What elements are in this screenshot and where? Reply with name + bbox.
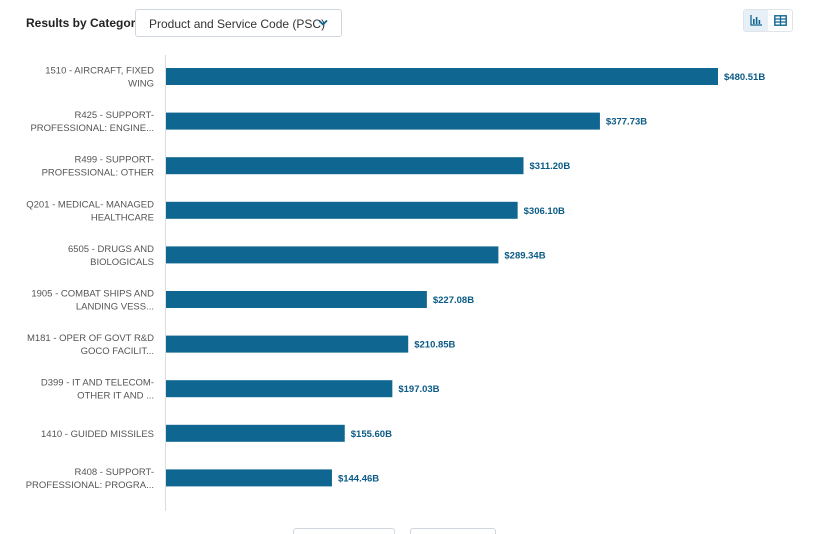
bar-row[interactable]: M181 - OPER OF GOVT R&D GOCO FACILIT... $2… bbox=[27, 333, 456, 357]
table-view-button[interactable] bbox=[768, 10, 792, 31]
category-label: R408 - SUPPORT-PROFESSIONAL: PROGRA... bbox=[26, 467, 154, 491]
bar[interactable] bbox=[166, 201, 518, 219]
bar-chart-icon bbox=[749, 15, 762, 26]
bar-row[interactable]: Q201 - MEDICAL- MANAGED HEALTHCARE $306.10… bbox=[26, 199, 565, 223]
table-icon bbox=[773, 15, 787, 26]
pager-button-left[interactable] bbox=[293, 528, 395, 534]
bar[interactable] bbox=[166, 424, 345, 442]
category-label: 1905 - COMBAT SHIPS AND LANDING VESS... bbox=[31, 289, 154, 313]
value-label: $480.51B bbox=[724, 72, 765, 83]
chart-svg: 1510 - AIRCRAFT, FIXED WING $480.51B R425 -… bbox=[26, 55, 765, 511]
category-type-dropdown[interactable]: Product and Service Code (PSC) bbox=[135, 9, 342, 37]
bar-row[interactable]: R499 - SUPPORT-PROFESSIONAL: OTHER $311.2… bbox=[42, 155, 571, 179]
value-label: $197.03B bbox=[398, 384, 439, 395]
category-label: 6505 - DRUGS AND BIOLOGICALS bbox=[68, 244, 154, 268]
bar[interactable] bbox=[166, 380, 393, 398]
value-label: $227.08B bbox=[433, 295, 474, 306]
bar-row[interactable]: 1410 - GUIDED MISSILES $155.60B bbox=[41, 424, 392, 442]
category-label: D399 - IT AND TELECOM-OTHER IT AND ... bbox=[41, 378, 154, 402]
bar[interactable] bbox=[166, 157, 524, 175]
bar[interactable] bbox=[166, 291, 427, 308]
bar[interactable] bbox=[166, 68, 718, 85]
category-label: M181 - OPER OF GOVT R&D GOCO FACILIT... bbox=[27, 333, 154, 357]
bar-row[interactable]: R408 - SUPPORT-PROFESSIONAL: PROGRA... $1… bbox=[26, 467, 380, 491]
value-label: $144.46B bbox=[338, 473, 379, 484]
bar-row[interactable]: D399 - IT AND TELECOM-OTHER IT AND ... $1… bbox=[41, 378, 440, 402]
view-toggle bbox=[743, 9, 793, 32]
bar[interactable] bbox=[166, 246, 499, 264]
pager-button-right[interactable] bbox=[410, 528, 496, 534]
category-label: 1510 - AIRCRAFT, FIXED WING bbox=[45, 66, 154, 90]
bar[interactable] bbox=[166, 112, 600, 130]
category-label: R499 - SUPPORT-PROFESSIONAL: OTHER bbox=[42, 155, 155, 179]
value-label: $210.85B bbox=[414, 340, 455, 351]
value-label: $306.10B bbox=[524, 206, 565, 217]
chart-view-button[interactable] bbox=[744, 10, 768, 31]
value-label: $155.60B bbox=[351, 429, 392, 440]
category-label: 1410 - GUIDED MISSILES bbox=[41, 429, 154, 440]
chevron-down-icon bbox=[318, 20, 328, 26]
bar-row[interactable]: R425 - SUPPORT-PROFESSIONAL: ENGINE... $3… bbox=[30, 110, 647, 134]
category-label: R425 - SUPPORT-PROFESSIONAL: ENGINE... bbox=[30, 110, 154, 134]
bar[interactable] bbox=[166, 335, 409, 353]
bar[interactable] bbox=[166, 469, 332, 487]
chart-header: Results by Category Product and Service … bbox=[0, 0, 821, 50]
value-label: $289.34B bbox=[504, 250, 545, 261]
category-label: Q201 - MEDICAL- MANAGED HEALTHCARE bbox=[26, 199, 154, 223]
value-label: $377.73B bbox=[606, 117, 647, 128]
bar-row[interactable]: 6505 - DRUGS AND BIOLOGICALS $289.34B bbox=[68, 244, 546, 268]
dropdown-selected-value: Product and Service Code (PSC) bbox=[149, 17, 326, 31]
results-by-category-title: Results by Category bbox=[26, 16, 143, 30]
bar-row[interactable]: 1905 - COMBAT SHIPS AND LANDING VESS... $2… bbox=[31, 289, 474, 313]
value-label: $311.20B bbox=[530, 161, 571, 172]
bar-row[interactable]: 1510 - AIRCRAFT, FIXED WING $480.51B bbox=[45, 66, 765, 90]
category-bar-chart: 1510 - AIRCRAFT, FIXED WING $480.51B R425 -… bbox=[0, 55, 821, 532]
